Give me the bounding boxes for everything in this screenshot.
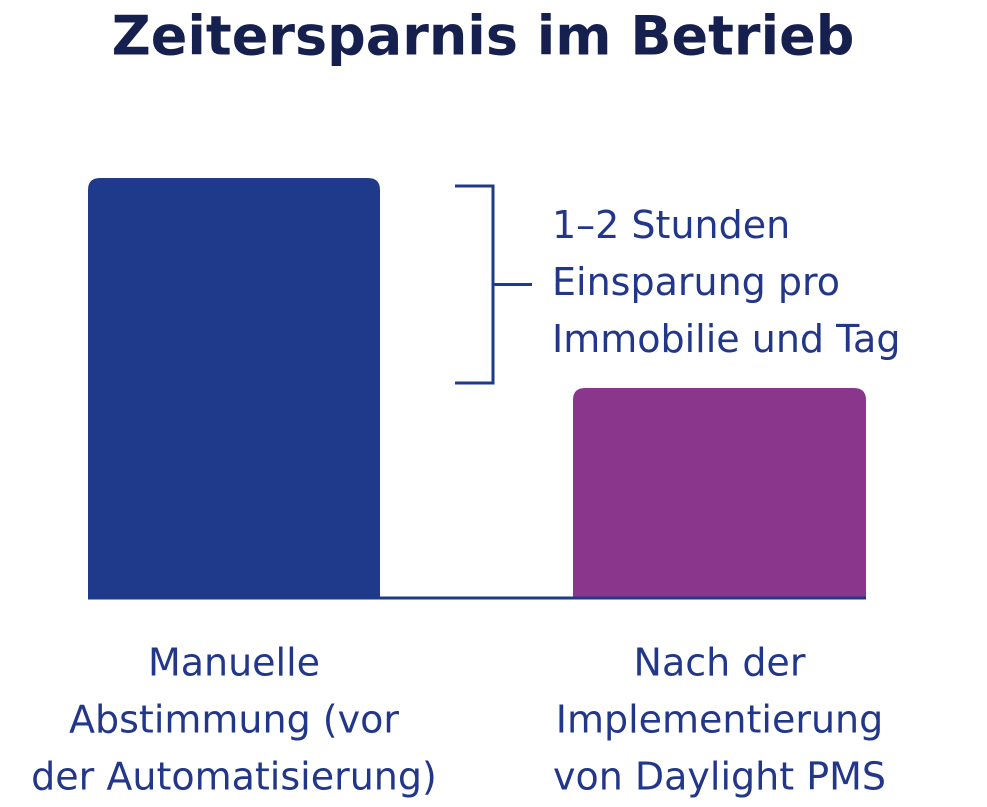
bar xyxy=(88,178,380,598)
bar xyxy=(573,388,866,598)
x-tick-label: Nach der xyxy=(634,641,806,685)
x-tick-label: Implementierung xyxy=(556,698,884,742)
x-tick-label: Manuelle xyxy=(148,641,320,685)
x-tick-label: der Automatisierung) xyxy=(31,755,437,799)
x-tick-label: von Daylight PMS xyxy=(553,755,886,799)
bracket xyxy=(455,184,532,385)
annotation: Immobilie und Tag xyxy=(552,317,900,361)
annotation: 1–2 Stunden xyxy=(552,203,790,247)
annotation: Einsparung pro xyxy=(552,260,840,304)
chart-title: Zeitersparnis im Betrieb xyxy=(112,5,855,68)
x-tick-label: Abstimmung (vor xyxy=(69,698,399,742)
